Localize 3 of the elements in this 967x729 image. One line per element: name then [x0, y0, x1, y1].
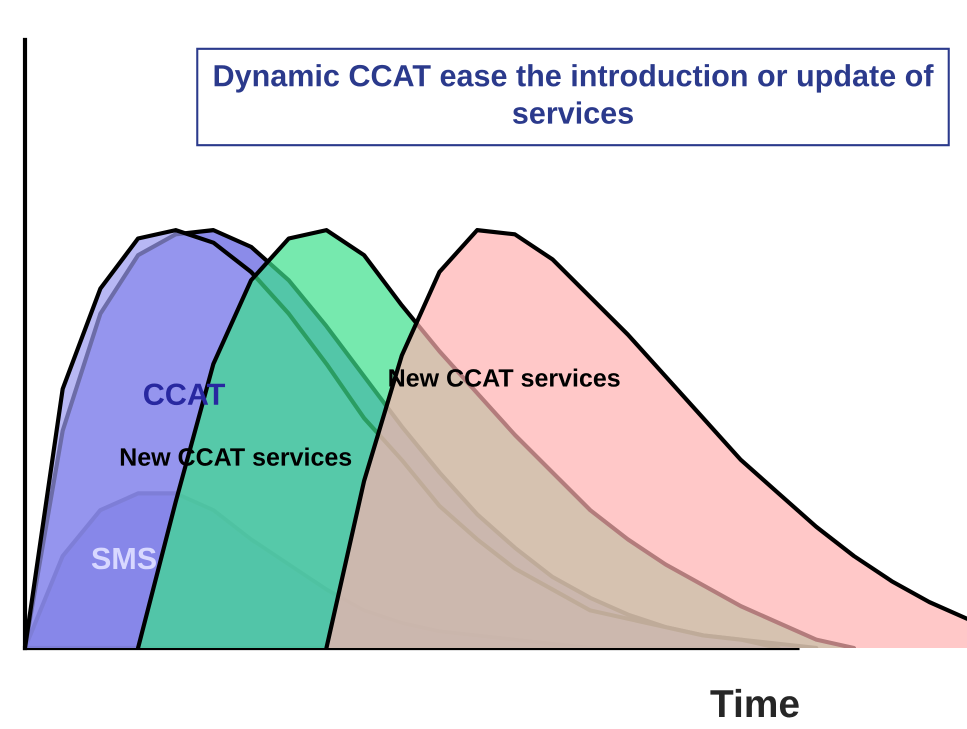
x-axis-title: Time — [710, 688, 799, 718]
chart-title: Dynamic CCAT ease the introduction or update of services — [214, 64, 934, 124]
annotation: SMS — [92, 548, 156, 570]
